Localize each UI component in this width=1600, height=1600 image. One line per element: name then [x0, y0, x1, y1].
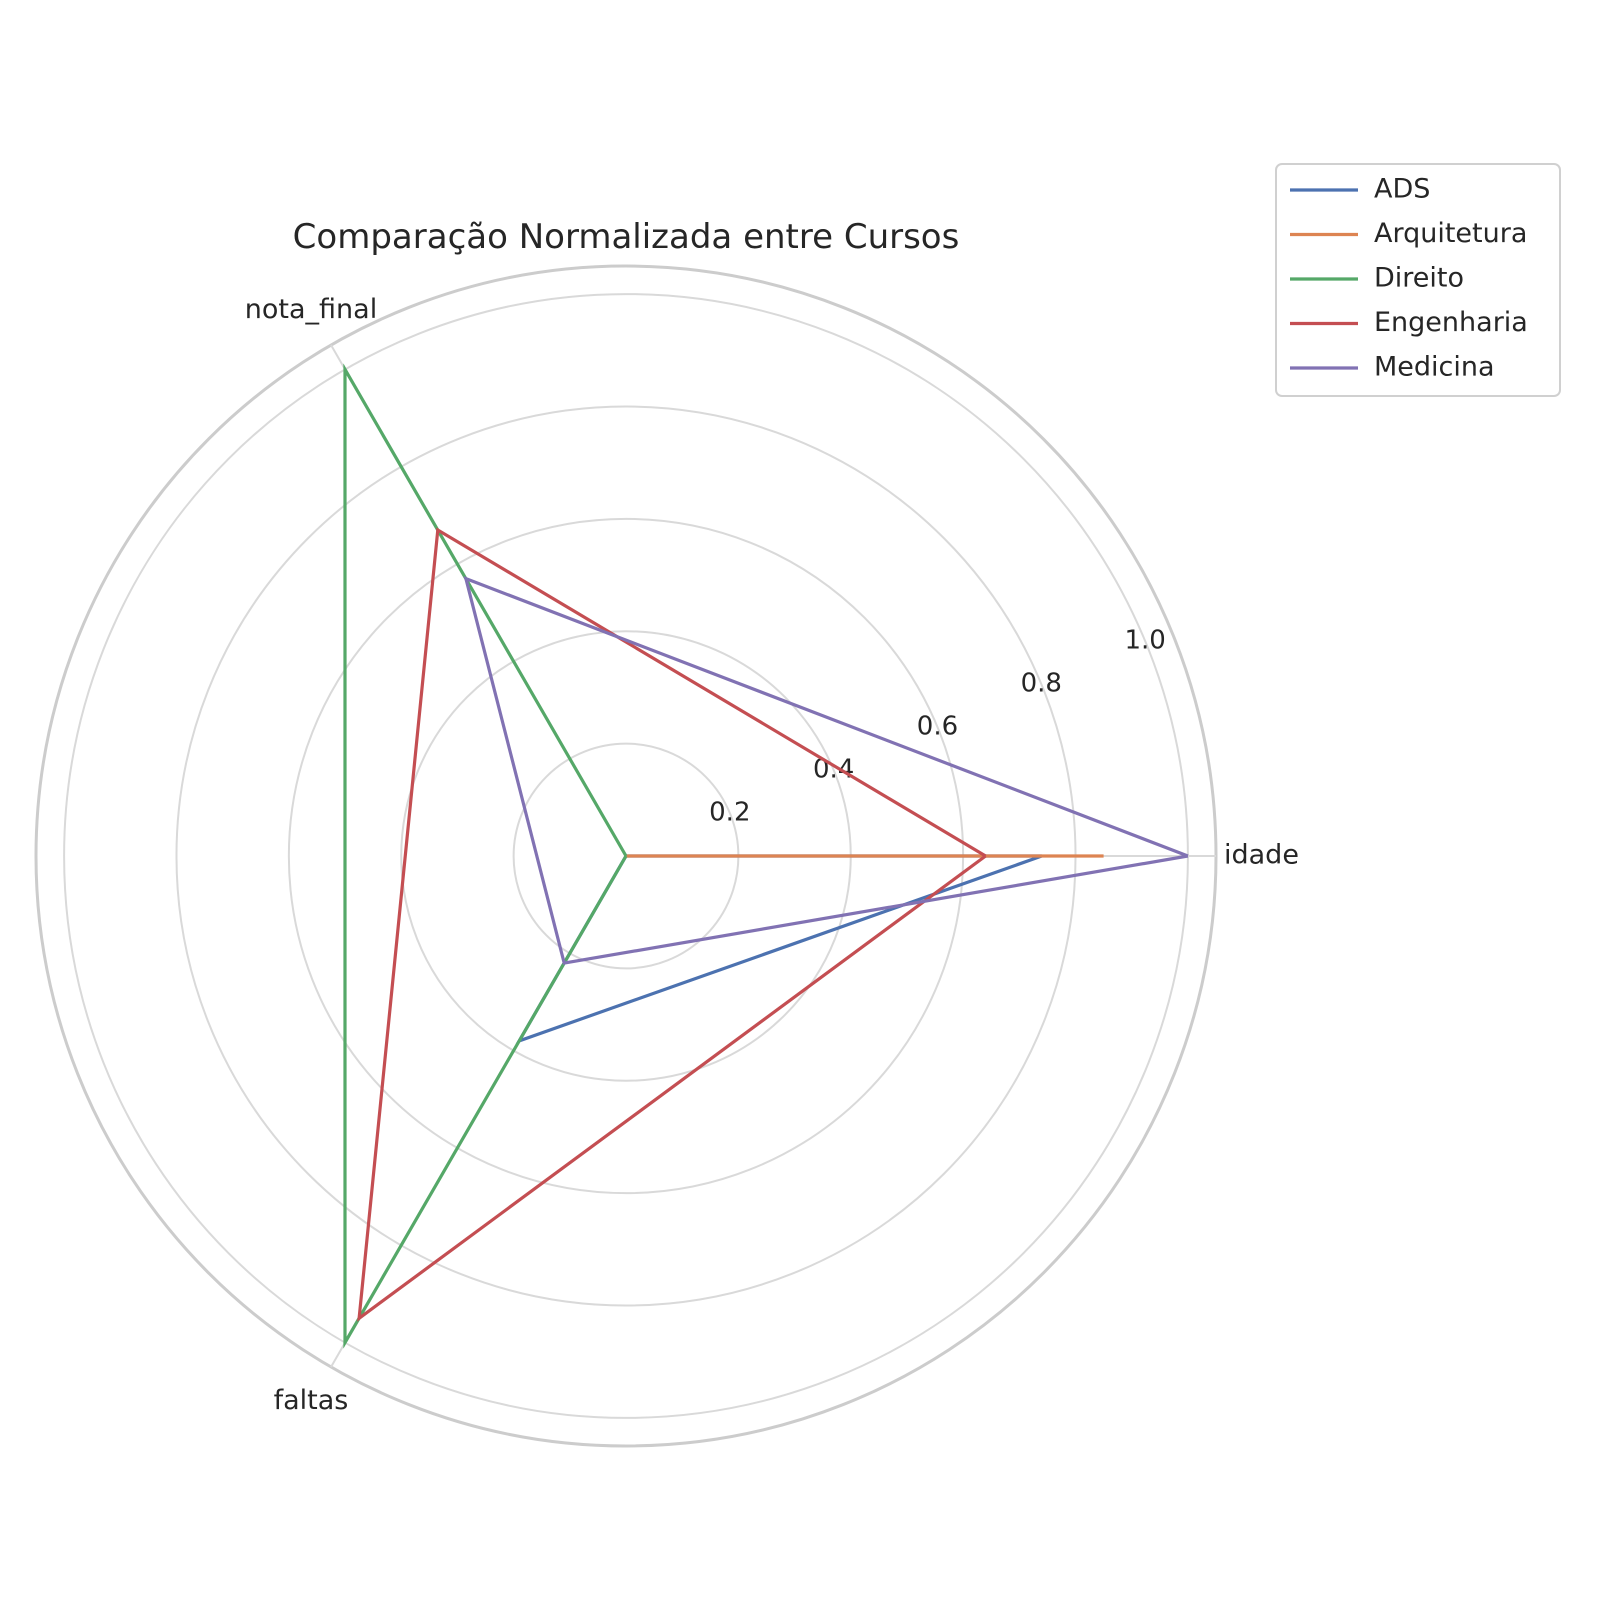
series-lines: [343, 363, 1189, 1349]
legend-label: Arquitetura: [1374, 218, 1527, 249]
legend-label: Engenharia: [1374, 307, 1528, 338]
axis-label-faltas: faltas: [274, 1385, 349, 1416]
series-line-engenharia: [357, 527, 987, 1322]
legend-item-ads[interactable]: ADS: [1290, 174, 1430, 205]
r-tick-label: 0.6: [917, 711, 958, 741]
series-line-direito: [343, 363, 628, 1349]
r-tick-label: 0.8: [1021, 668, 1062, 698]
radial-tick-labels: 0.2 0.4 0.6 0.8 1.0: [709, 625, 1166, 827]
legend-box: [1275, 163, 1561, 397]
axis-label-idade: idade: [1224, 840, 1299, 871]
axis-label-nota_final: nota_final: [245, 294, 377, 325]
legend-label: Direito: [1374, 263, 1464, 294]
r-tick-label: 0.2: [709, 797, 750, 827]
r-tick-label: 0.4: [813, 754, 854, 784]
chart-title: Comparação Normalizada entre Cursos: [293, 217, 960, 257]
series-line-medicina: [463, 575, 1189, 965]
legend-item-direito[interactable]: Direito: [1290, 263, 1464, 294]
legend-item-medicina[interactable]: Medicina: [1290, 352, 1495, 383]
legend-item-engenharia[interactable]: Engenharia: [1290, 307, 1528, 338]
legend-label: ADS: [1374, 174, 1430, 205]
r-tick-label: 1.0: [1124, 625, 1165, 655]
legend-item-arquitetura[interactable]: Arquitetura: [1290, 218, 1527, 249]
legend-label: Medicina: [1374, 352, 1495, 383]
legend[interactable]: ADS Arquitetura Direito Engenharia Medicina: [1275, 163, 1561, 397]
series-line-ads: [515, 854, 1043, 1044]
